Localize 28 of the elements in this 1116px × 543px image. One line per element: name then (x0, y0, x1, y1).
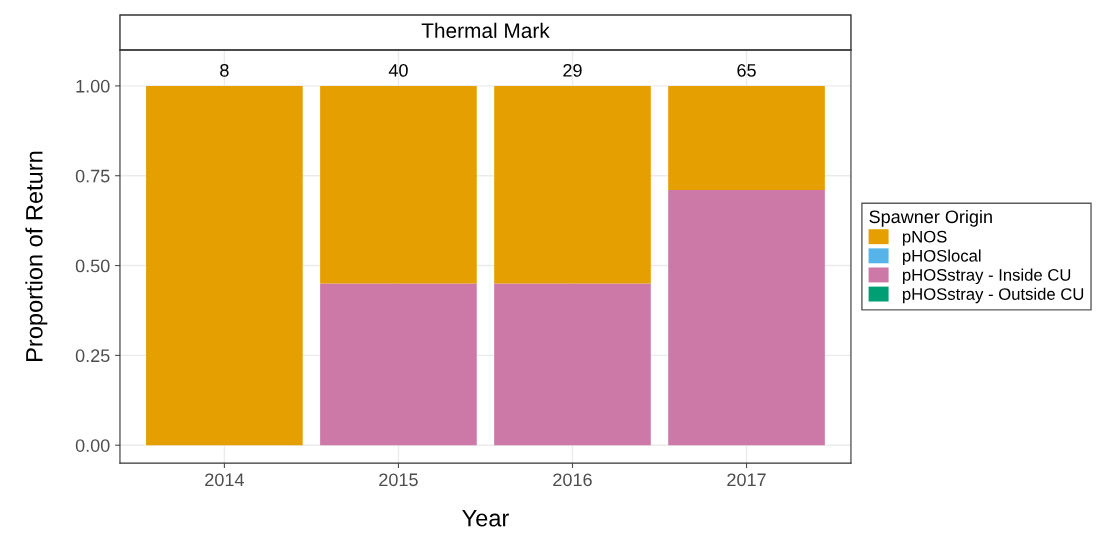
x-tick-label: 2017 (727, 473, 766, 487)
bar (320, 85, 477, 284)
y-axis-title: Proportion of Return (25, 151, 48, 361)
y-tick-label: 0.00 (75, 439, 110, 452)
x-axis-title: Year (462, 510, 509, 527)
legend-label: pNOS (902, 230, 947, 246)
y-tick-label: 0.75 (75, 169, 110, 183)
annotation: 8 (220, 63, 229, 77)
x-tick-label: 2014 (205, 473, 244, 487)
bar (494, 85, 651, 284)
bar (146, 85, 303, 446)
x-tick-label: 2015 (379, 473, 418, 487)
y-tick-label: 0.50 (75, 259, 110, 273)
legend-label: pHOSstray - Inside CU (902, 268, 1071, 285)
bar (320, 283, 477, 446)
legend-title: Spawner Origin (869, 209, 992, 227)
y-tick-label: 1.00 (76, 79, 110, 93)
bar (668, 190, 825, 446)
legend-label: pHOSstray - Outside CU (902, 287, 1084, 304)
annotation: 40 (388, 63, 408, 77)
bar (668, 85, 825, 191)
bar (494, 283, 651, 446)
x-tick-label: 2016 (553, 473, 592, 487)
chart-title: Thermal Mark (421, 22, 550, 39)
y-tick-label: 0.25 (75, 349, 110, 363)
legend-label: pHOSlocal (902, 249, 981, 265)
annotation: 65 (737, 63, 756, 77)
annotation: 29 (563, 63, 582, 77)
